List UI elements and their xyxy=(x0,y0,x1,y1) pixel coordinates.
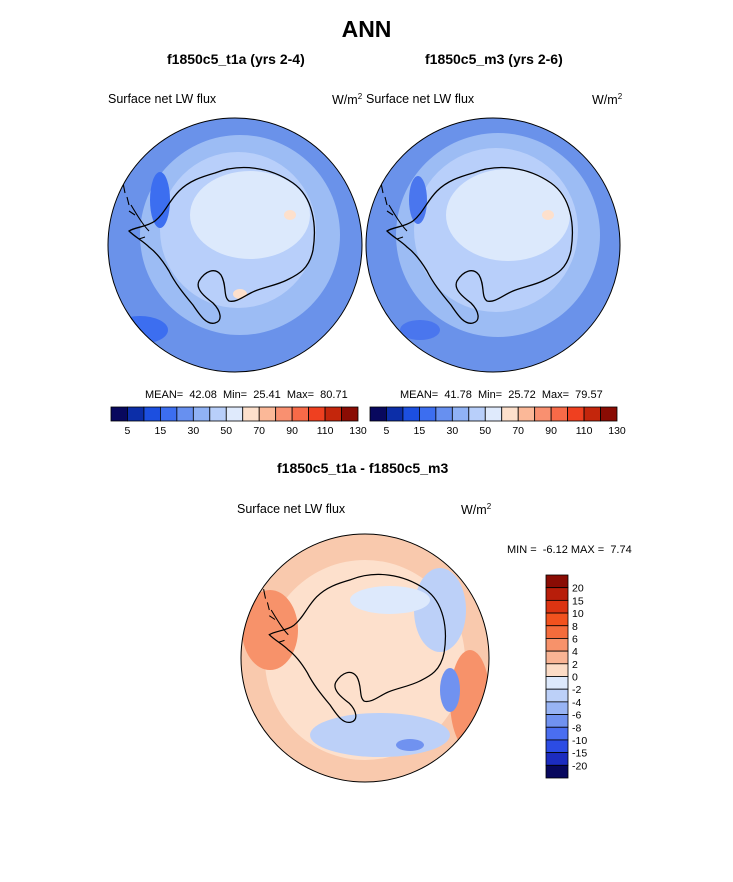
colorbar-tick-label: -6 xyxy=(572,710,581,722)
colorbar-tick-label: 15 xyxy=(572,595,584,607)
colorbar-tick-label: 130 xyxy=(349,425,367,437)
main-title: ANN xyxy=(341,16,392,42)
colorbar-swatch xyxy=(545,650,569,665)
colorbar-swatch xyxy=(225,406,244,422)
colorbar-tick-label: 20 xyxy=(572,583,584,595)
panel-1-variable-label: Surface net LW flux xyxy=(108,92,217,106)
colorbar-swatch xyxy=(291,406,309,422)
colorbar-swatch xyxy=(176,406,194,422)
colorbar-tick-label: 110 xyxy=(317,425,334,437)
colorbar-swatch xyxy=(583,406,601,422)
diff-units: W/m2 xyxy=(461,502,492,518)
colorbar-swatch xyxy=(143,406,161,422)
colorbar-tick-label: 70 xyxy=(512,425,524,437)
colorbar-tick-label: 90 xyxy=(545,425,557,437)
panel-2-units: W/m2 xyxy=(592,92,623,108)
colorbar-swatch xyxy=(600,406,618,422)
colorbar-swatch xyxy=(545,638,569,652)
colorbar-swatch xyxy=(545,625,569,639)
colorbar-swatch xyxy=(545,676,569,690)
colorbar-tick-label: 15 xyxy=(414,425,426,437)
colorbar-swatch xyxy=(242,406,260,422)
colorbar-tick-label: -10 xyxy=(572,735,587,747)
colorbar-swatch xyxy=(545,714,569,728)
colorbar-swatch xyxy=(545,574,569,589)
colorbar-swatch xyxy=(534,406,552,422)
colorbar-tick-label: 30 xyxy=(446,425,458,437)
colorbar-tick-label: -15 xyxy=(572,748,587,760)
colorbar-tick-label: -8 xyxy=(572,722,581,734)
panel-2-stats: MEAN= 41.78 Min= 25.72 Max= 79.57 xyxy=(400,389,603,401)
colorbar-swatch xyxy=(550,406,569,422)
colorbar-swatch xyxy=(258,406,277,422)
colorbar-tick-label: 110 xyxy=(576,425,593,437)
colorbar-swatch xyxy=(501,406,519,422)
colorbar-tick-label: 5 xyxy=(125,425,131,437)
colorbar-tick-label: 70 xyxy=(253,425,265,437)
colorbar-swatch xyxy=(567,406,585,422)
colorbar-swatch xyxy=(545,726,569,741)
colorbar-swatch xyxy=(275,406,293,422)
colorbar-swatch xyxy=(110,406,128,422)
colorbar-swatch xyxy=(545,764,569,779)
colorbar-tick-label: 2 xyxy=(572,659,578,671)
colorbar-swatch xyxy=(545,663,569,677)
polar-map-difference xyxy=(240,533,490,783)
diff-title: f1850c5_t1a - f1850c5_m3 xyxy=(277,460,449,476)
colorbar-tick-label: 15 xyxy=(155,425,167,437)
panel-2-title: f1850c5_m3 (yrs 2-6) xyxy=(425,51,563,67)
colorbar-panel-1: 5 15 30 50 70 90 110 130 xyxy=(110,406,367,437)
colorbar-swatch xyxy=(468,406,486,422)
panel-1-title: f1850c5_t1a (yrs 2-4) xyxy=(167,51,305,67)
colorbar-swatch xyxy=(545,612,569,627)
polar-map-panel-1 xyxy=(107,117,363,373)
colorbar-tick-label: 8 xyxy=(572,621,578,633)
colorbar-tick-label: 30 xyxy=(187,425,199,437)
panel-2-variable-label: Surface net LW flux xyxy=(366,92,475,106)
colorbar-swatch xyxy=(308,406,326,422)
diff-stats: MIN = -6.12 MAX = 7.74 xyxy=(507,544,632,556)
colorbar-swatch xyxy=(341,406,359,422)
colorbar-swatch xyxy=(127,406,145,422)
colorbar-swatch xyxy=(545,599,569,614)
colorbar-tick-label: 130 xyxy=(608,425,626,437)
colorbar-swatch xyxy=(517,406,536,422)
colorbar-swatch xyxy=(545,688,569,703)
diff-variable-label: Surface net LW flux xyxy=(237,502,346,516)
colorbar-swatch xyxy=(324,406,342,422)
colorbar-swatch xyxy=(386,406,404,422)
colorbar-swatch xyxy=(545,739,569,754)
colorbar-tick-label: -20 xyxy=(572,760,587,772)
colorbar-tick-label: 10 xyxy=(572,608,584,620)
polar-map-panel-2 xyxy=(365,117,621,373)
colorbar-swatch xyxy=(435,406,453,422)
colorbar-tick-label: 90 xyxy=(286,425,298,437)
colorbar-tick-label: -2 xyxy=(572,684,581,696)
colorbar-swatch xyxy=(545,752,569,766)
colorbar-swatch xyxy=(209,406,227,422)
colorbar-swatch xyxy=(484,406,503,422)
colorbar-tick-label: 50 xyxy=(220,425,232,437)
colorbar-swatch xyxy=(369,406,387,422)
colorbar-tick-label: 50 xyxy=(479,425,491,437)
panel-1-units: W/m2 xyxy=(332,92,363,108)
panel-1-stats: MEAN= 42.08 Min= 25.41 Max= 80.71 xyxy=(145,389,348,401)
colorbar-swatch xyxy=(402,406,420,422)
colorbar-tick-label: 0 xyxy=(572,672,578,684)
colorbar-panel-2: 5 15 30 50 70 90 110 130 xyxy=(369,406,626,437)
colorbar-swatch xyxy=(545,587,569,601)
colorbar-swatch xyxy=(545,701,569,715)
colorbar-tick-label: 6 xyxy=(572,633,578,645)
colorbar-tick-label: -4 xyxy=(572,697,581,709)
colorbar-tick-label: 4 xyxy=(572,646,578,658)
colorbar-swatch xyxy=(451,406,470,422)
colorbar-swatch xyxy=(418,406,437,422)
colorbar-swatch xyxy=(159,406,178,422)
colorbar-swatch xyxy=(192,406,211,422)
colorbar-tick-label: 5 xyxy=(384,425,390,437)
